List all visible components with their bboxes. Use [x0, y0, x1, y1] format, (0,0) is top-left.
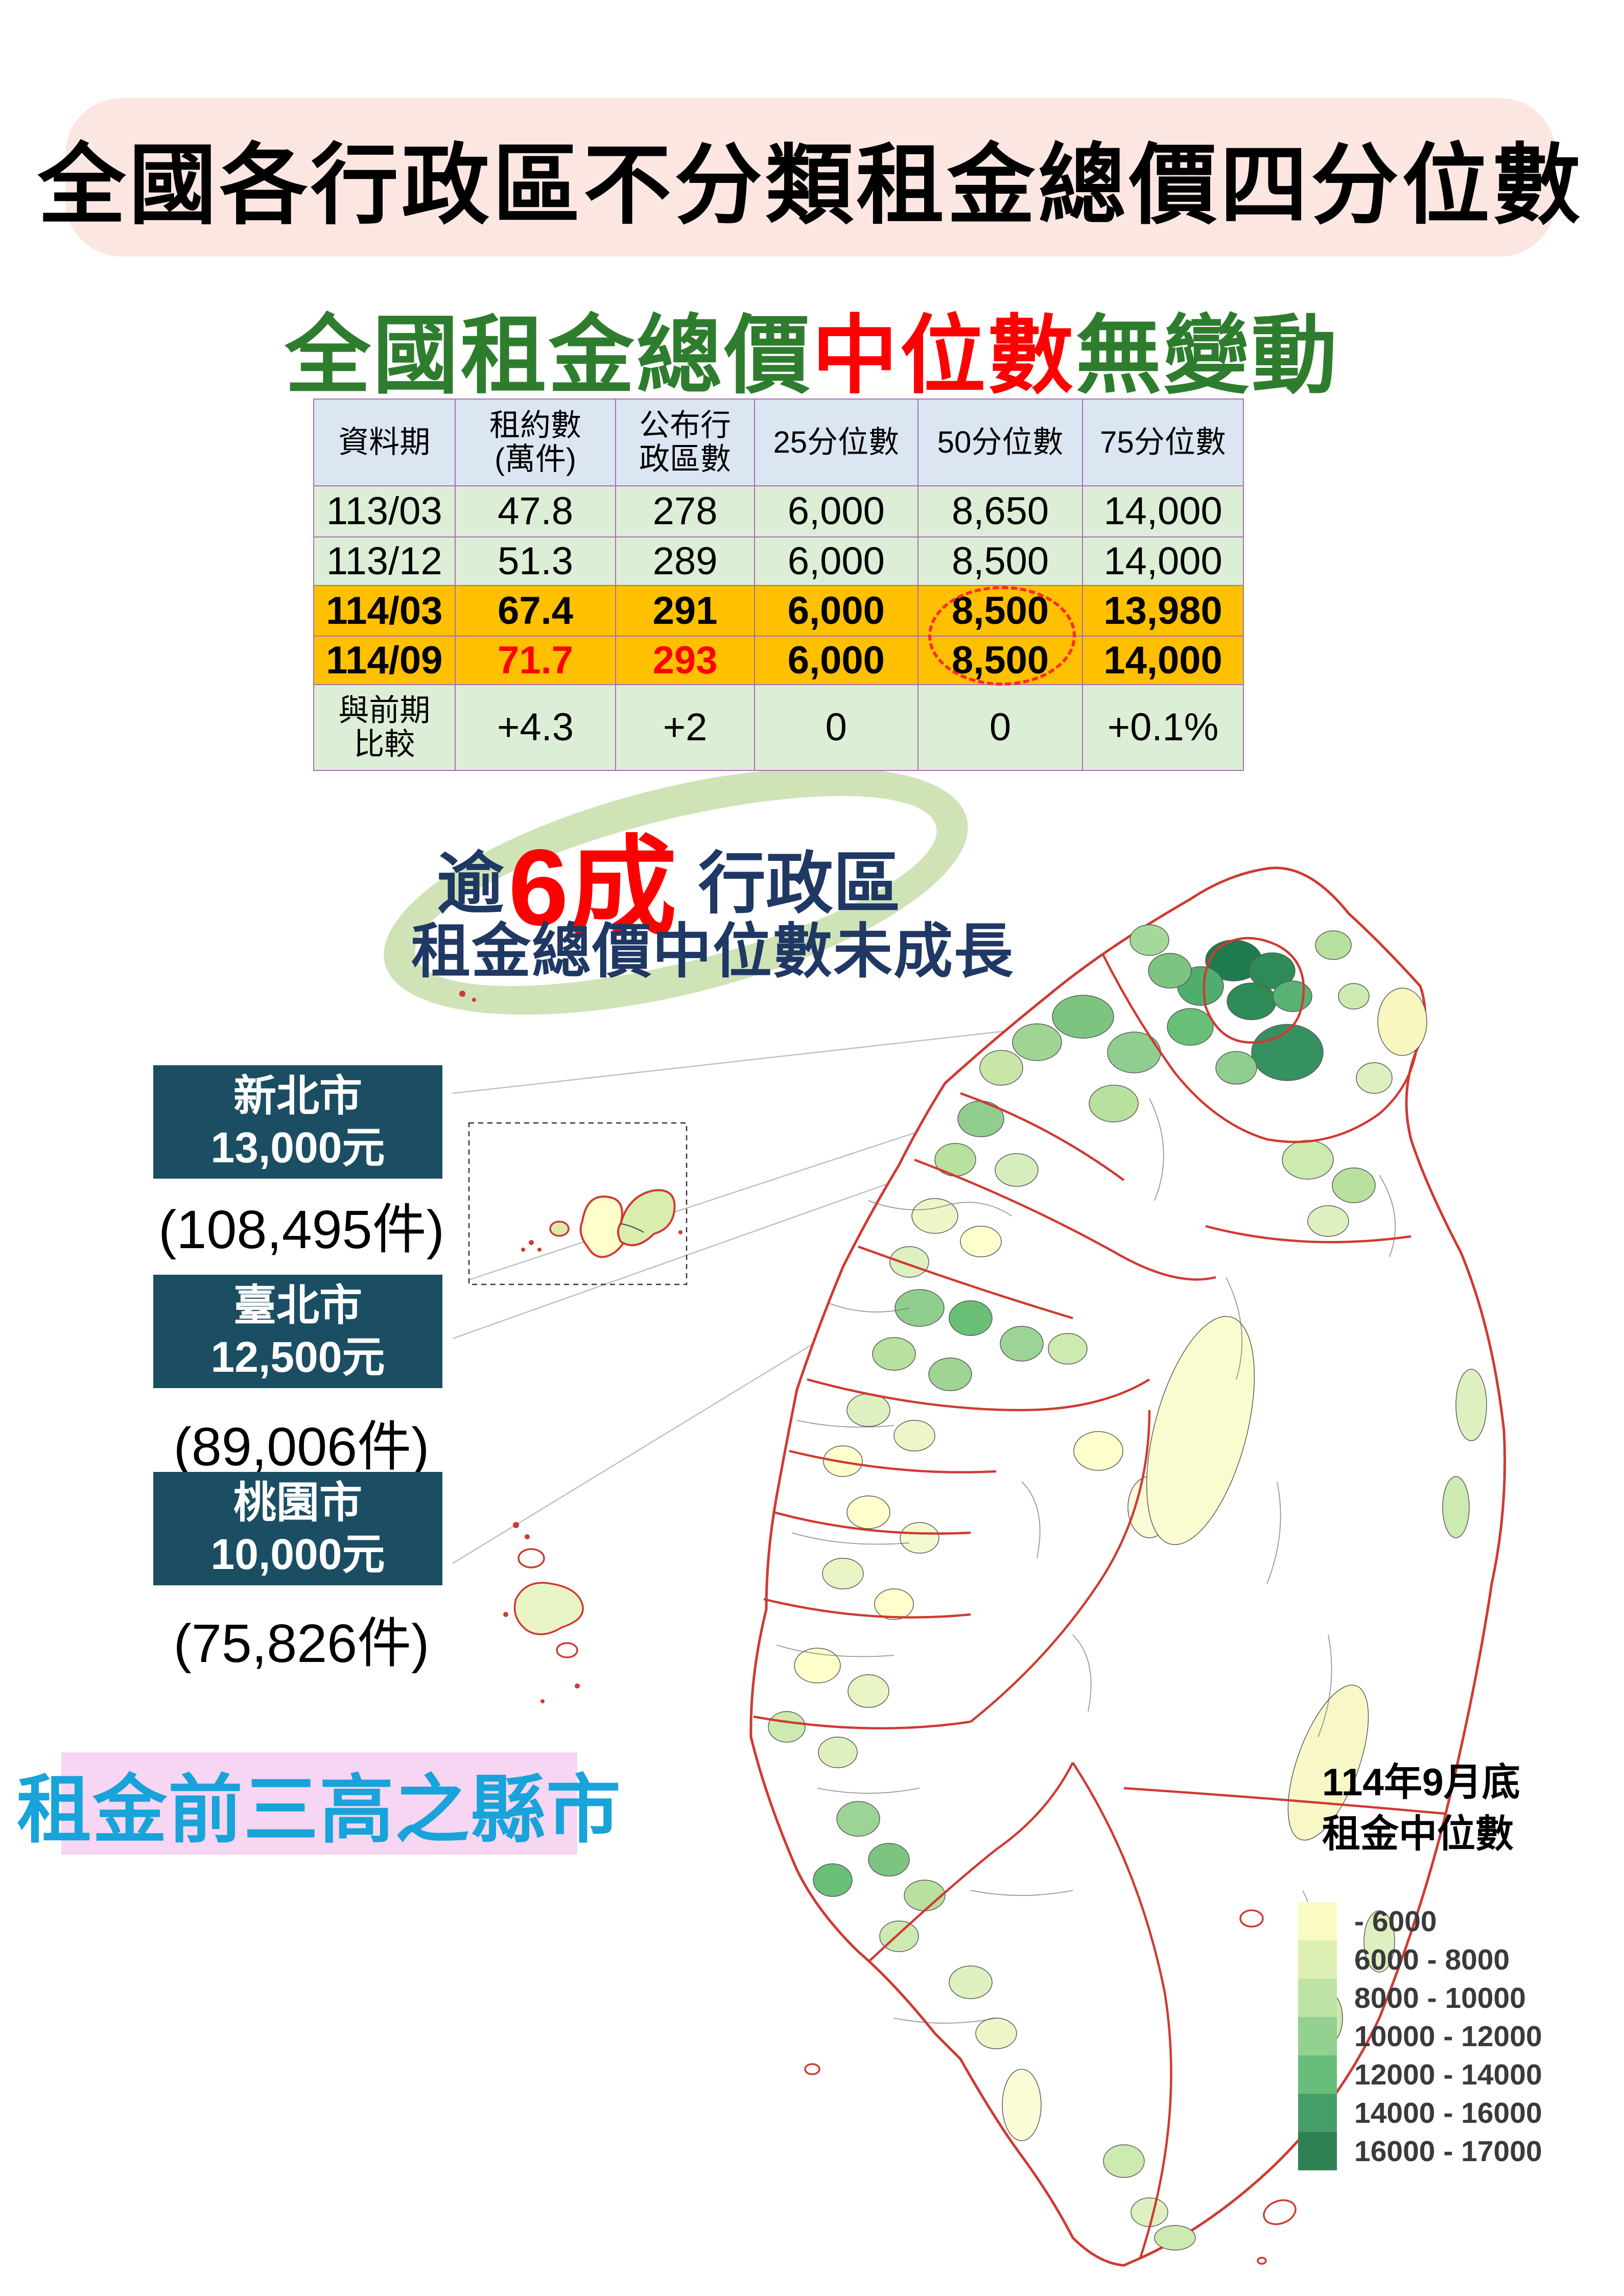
- cell: 14,000: [1082, 536, 1244, 586]
- cell: 與前期 比較: [313, 684, 456, 771]
- orchid-island: [1263, 2199, 1297, 2225]
- legend-label: 14000 - 16000: [1354, 2096, 1542, 2129]
- cell: 291: [615, 585, 755, 637]
- legend-item: 12000 - 14000: [1298, 2055, 1542, 2094]
- legend-item: 10000 - 12000: [1298, 2017, 1542, 2055]
- liuqiu-island: [804, 2063, 820, 2075]
- cell: 14,000: [1082, 485, 1244, 537]
- city-box-taoyuan: 桃園市 10,000元: [153, 1472, 442, 1585]
- legend-item: 14000 - 16000: [1298, 2094, 1542, 2132]
- quartile-table: 資料期 租約數 (萬件) 公布行 政區數 25分位數 50分位數 75分位數 1…: [313, 399, 1244, 771]
- legend-label: 16000 - 17000: [1354, 2135, 1542, 2168]
- cell: 114/09: [313, 636, 456, 685]
- legend-label: 12000 - 14000: [1354, 2058, 1542, 2091]
- legend-item: 8000 - 10000: [1298, 1979, 1542, 2017]
- cell: +2: [615, 684, 755, 771]
- cell: 6,000: [754, 585, 919, 637]
- cell: 13,980: [1082, 585, 1244, 637]
- city-count-taoyuan: (75,826件): [173, 1613, 430, 1674]
- cell: 67.4: [454, 585, 617, 637]
- table-header-row: 資料期 租約數 (萬件) 公布行 政區數 25分位數 50分位數 75分位數: [313, 399, 1244, 486]
- cell: 6,000: [754, 536, 919, 586]
- legend-swatch: [1298, 1902, 1337, 1940]
- cell: 289: [615, 536, 755, 586]
- county-borders: [753, 936, 1446, 2259]
- city-name: 桃園市: [233, 1479, 362, 1527]
- city-count-taipei: (89,006件): [173, 1417, 430, 1477]
- subtitle-part3: 無變動: [1075, 308, 1339, 404]
- city-box-new-taipei: 新北市 13,000元: [153, 1065, 442, 1179]
- legend-item: 16000 - 17000: [1298, 2132, 1542, 2170]
- pink-label-box: 租金前三高之縣市: [17, 1752, 621, 1855]
- page-title: 全國各行政區不分類租金總價四分位數: [38, 136, 1584, 235]
- cell: 293: [615, 636, 755, 685]
- median-highlight-ellipse: [928, 586, 1076, 686]
- choropleth-patches: [768, 924, 1487, 2251]
- legend-swatch: [1298, 2055, 1337, 2094]
- cell: 6,000: [754, 636, 919, 685]
- highlight-suffix: 行政區: [698, 846, 901, 921]
- city-count-new-taipei: (108,495件): [158, 1200, 444, 1260]
- green-island: [1239, 1909, 1264, 1928]
- cell: 278: [615, 485, 755, 537]
- pink-label-text: 租金前三高之縣市: [17, 1768, 622, 1852]
- subtitle-part1: 全國租金總價: [285, 308, 812, 404]
- cell: 8,500: [917, 536, 1084, 586]
- col-header: 25分位數: [754, 399, 919, 486]
- table-row-highlight: 114/03 67.4 291 6,000 8,500 13,980: [313, 585, 1244, 637]
- cell: +0.1%: [1082, 684, 1244, 771]
- table-row: 113/03 47.8 278 6,000 8,650 14,000: [313, 485, 1244, 537]
- kinmen-inset: [468, 1122, 688, 1285]
- table-row-comparison: 與前期 比較 +4.3 +2 0 0 +0.1%: [313, 684, 1244, 771]
- highlight-line1: 逾 6成 行政區: [437, 800, 901, 956]
- cell: +4.3: [454, 684, 617, 771]
- city-box-taipei: 臺北市 12,500元: [153, 1275, 442, 1388]
- legend-swatch: [1298, 1940, 1337, 1979]
- table-row: 113/12 51.3 289 6,000 8,500 14,000: [313, 536, 1244, 586]
- legend-swatch: [1298, 2017, 1337, 2055]
- legend-item: 6000 - 8000: [1298, 1940, 1542, 1979]
- city-name: 臺北市: [233, 1281, 362, 1330]
- highlight-big: 6成: [508, 827, 677, 948]
- legend-item: - 6000: [1298, 1902, 1542, 1940]
- cell: 0: [917, 684, 1084, 771]
- legend-swatch: [1298, 2132, 1337, 2170]
- cell: 51.3: [454, 536, 617, 586]
- cell: 113/12: [313, 536, 456, 586]
- subtitle-part2: 中位數: [812, 308, 1076, 404]
- col-header: 公布行 政區數: [615, 399, 755, 486]
- col-header: 50分位數: [917, 399, 1084, 486]
- legend-label: - 6000: [1354, 1905, 1437, 1938]
- city-name: 新北市: [233, 1072, 362, 1120]
- cell: 47.8: [454, 485, 617, 537]
- legend-label: 8000 - 10000: [1354, 1981, 1526, 2014]
- map-legend: - 6000 6000 - 8000 8000 - 10000 10000 - …: [1298, 1902, 1542, 2170]
- highlight-line2: 租金總價中位數未成長: [411, 918, 1014, 985]
- city-price: 13,000元: [210, 1123, 385, 1172]
- penghu-islands: [459, 991, 584, 1776]
- cell: 8,650: [917, 485, 1084, 537]
- cell: 0: [754, 684, 919, 771]
- table-row-highlight: 114/09 71.7 293 6,000 8,500 14,000: [313, 636, 1244, 685]
- col-header: 租約數 (萬件): [454, 399, 617, 486]
- title-banner: 全國各行政區不分類租金總價四分位數: [38, 98, 1581, 256]
- highlight-prefix: 逾: [437, 846, 504, 921]
- subtitle: 全國租金總價中位數無變動: [0, 286, 1624, 410]
- cell: 71.7: [454, 636, 617, 685]
- cell: 113/03: [313, 485, 456, 537]
- cell: 6,000: [754, 485, 919, 537]
- inset-frame: [468, 1122, 688, 1285]
- legend-swatch: [1298, 2094, 1337, 2132]
- city-price: 10,000元: [210, 1530, 385, 1578]
- legend-title: 114年9月底 租金中位數: [1322, 1761, 1520, 1856]
- legend-label: 10000 - 12000: [1354, 2020, 1542, 2053]
- offshore-islands: [804, 1909, 1297, 2265]
- city-price: 12,500元: [210, 1333, 385, 1381]
- cell: 114/03: [313, 585, 456, 637]
- legend-swatch: [1298, 1979, 1337, 2017]
- col-header: 75分位數: [1082, 399, 1244, 486]
- col-header: 資料期: [313, 399, 456, 486]
- legend-label: 6000 - 8000: [1354, 1943, 1510, 1976]
- cell: 14,000: [1082, 636, 1244, 685]
